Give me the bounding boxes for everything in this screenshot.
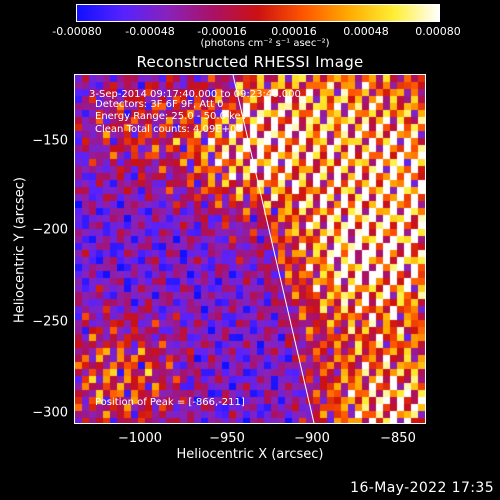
x-axis-label: Heliocentric X (arcsec) <box>176 447 324 462</box>
colorbar-tick: 0.00016 <box>271 25 317 38</box>
x-tick: −850 <box>380 431 416 446</box>
y-tick: −200 <box>32 222 68 238</box>
limb-overlay <box>232 75 315 423</box>
y-tick: −300 <box>32 405 68 421</box>
footer-datetime: 16-May-2022 17:35 <box>350 480 494 496</box>
info-detectors: Detectors: 3F 6F 9F, Att 0 <box>95 99 224 110</box>
y-axis-label: Heliocentric Y (arcsec) <box>12 177 28 323</box>
y-tick: −150 <box>32 133 68 149</box>
colorbar-tick: -0.00048 <box>125 25 175 38</box>
peak-position: Position of Peak = [-866,-211] <box>95 397 245 408</box>
colorbar-tick: -0.00080 <box>52 25 102 38</box>
colorbar-tick: 0.00048 <box>343 25 389 38</box>
x-tick: −1000 <box>118 431 162 446</box>
y-tick: −250 <box>32 314 68 330</box>
info-energy-range: Energy Range: 25.0 - 50.0 keV <box>95 111 248 122</box>
x-tick: −950 <box>209 431 245 446</box>
colorbar <box>76 4 440 22</box>
colorbar-tick: -0.00016 <box>197 25 247 38</box>
plot-title: Reconstructed RHESSI Image <box>136 53 364 71</box>
rhessi-image <box>75 75 425 423</box>
info-time-range: 3-Sep-2014 09:17:40.000 to 09:23:40.000 <box>89 89 301 100</box>
x-tick: −900 <box>294 431 330 446</box>
info-clean-counts: Clean Total counts: 4.09E+03 <box>95 124 243 135</box>
colorbar-units: (photons cm⁻² s⁻¹ asec⁻²) <box>200 38 330 49</box>
plot-area: 3-Sep-2014 09:17:40.000 to 09:23:40.000 … <box>74 74 426 424</box>
solar-limb-line <box>232 75 315 423</box>
colorbar-tick: 0.00080 <box>415 25 461 38</box>
